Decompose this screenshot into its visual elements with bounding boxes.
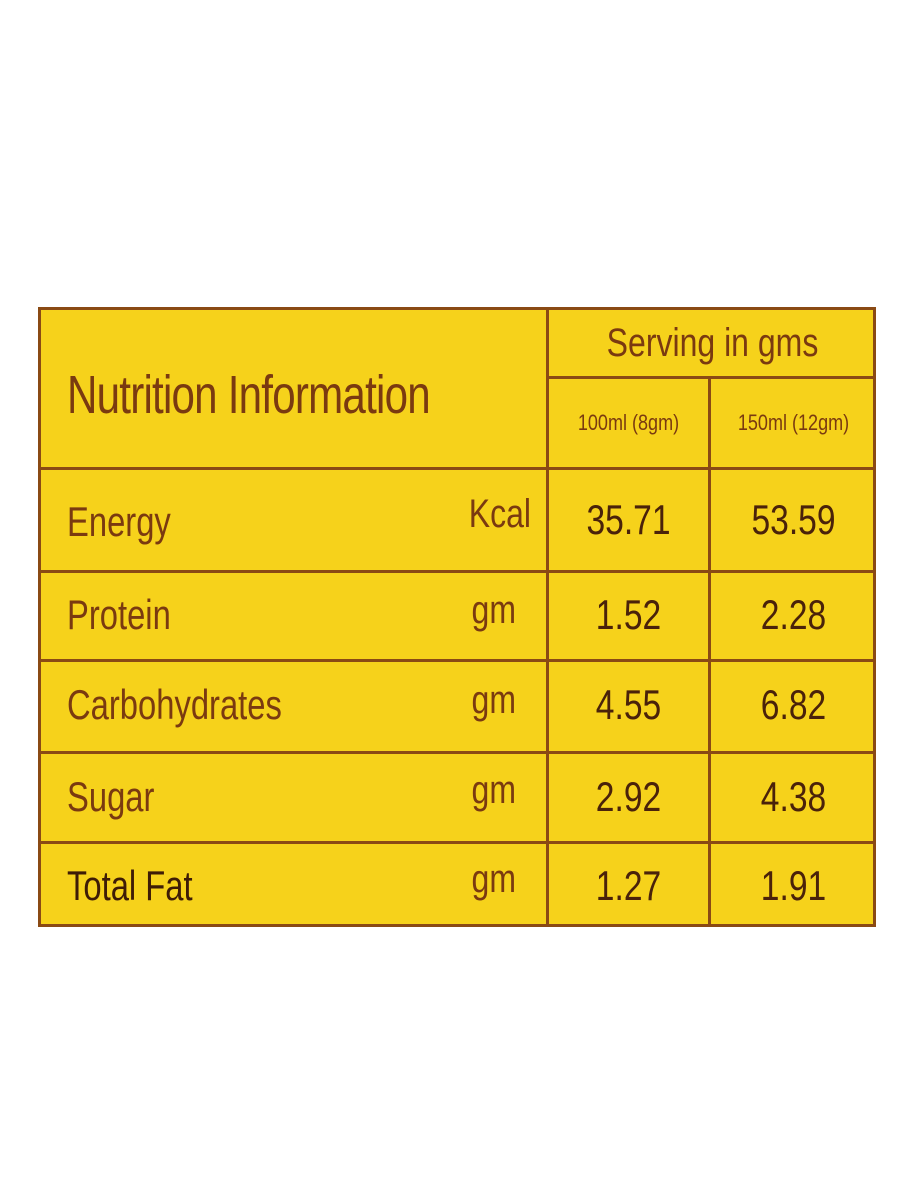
nutrient-unit: gm bbox=[471, 677, 516, 722]
nutrient-name: Total Fat bbox=[67, 862, 193, 909]
nutrient-name: Protein bbox=[67, 591, 171, 638]
nutrient-value: 1.52 bbox=[595, 591, 662, 638]
nutrition-label: Nutrition Information Serving in gms 100… bbox=[38, 307, 876, 927]
nutrient-name: Carbohydrates bbox=[67, 681, 282, 728]
nutrition-table: Nutrition Information Serving in gms 100… bbox=[41, 310, 876, 924]
nutrient-name: Sugar bbox=[67, 773, 155, 820]
nutrient-value: 4.38 bbox=[760, 773, 827, 820]
column-header: 150ml (12gm) bbox=[737, 410, 850, 435]
nutrient-value: 35.71 bbox=[586, 496, 671, 543]
divider-nutrient-column bbox=[546, 310, 549, 924]
nutrient-unit: gm bbox=[471, 587, 516, 632]
nutrient-value: 6.82 bbox=[760, 681, 827, 728]
divider-row-2 bbox=[41, 659, 876, 662]
nutrient-unit: gm bbox=[471, 856, 516, 901]
nutrient-value: 2.28 bbox=[760, 591, 827, 638]
divider-row-3 bbox=[41, 751, 876, 754]
nutrient-value: 2.92 bbox=[595, 773, 662, 820]
divider-serving-header bbox=[546, 376, 876, 379]
divider-header bbox=[41, 467, 876, 470]
nutrient-value: 1.91 bbox=[760, 862, 827, 909]
nutrient-value: 4.55 bbox=[595, 681, 662, 728]
divider-row-1 bbox=[41, 570, 876, 573]
nutrient-unit: Kcal bbox=[468, 491, 531, 536]
column-header: 100ml (8gm) bbox=[577, 410, 680, 435]
nutrient-value: 53.59 bbox=[751, 496, 836, 543]
serving-header: Serving in gms bbox=[606, 320, 819, 365]
divider-serving-columns bbox=[708, 379, 711, 924]
nutrient-name: Energy bbox=[67, 498, 171, 545]
divider-row-4 bbox=[41, 841, 876, 844]
table-title: Nutrition Information bbox=[67, 365, 431, 425]
nutrient-unit: gm bbox=[471, 767, 516, 812]
nutrient-value: 1.27 bbox=[595, 862, 662, 909]
